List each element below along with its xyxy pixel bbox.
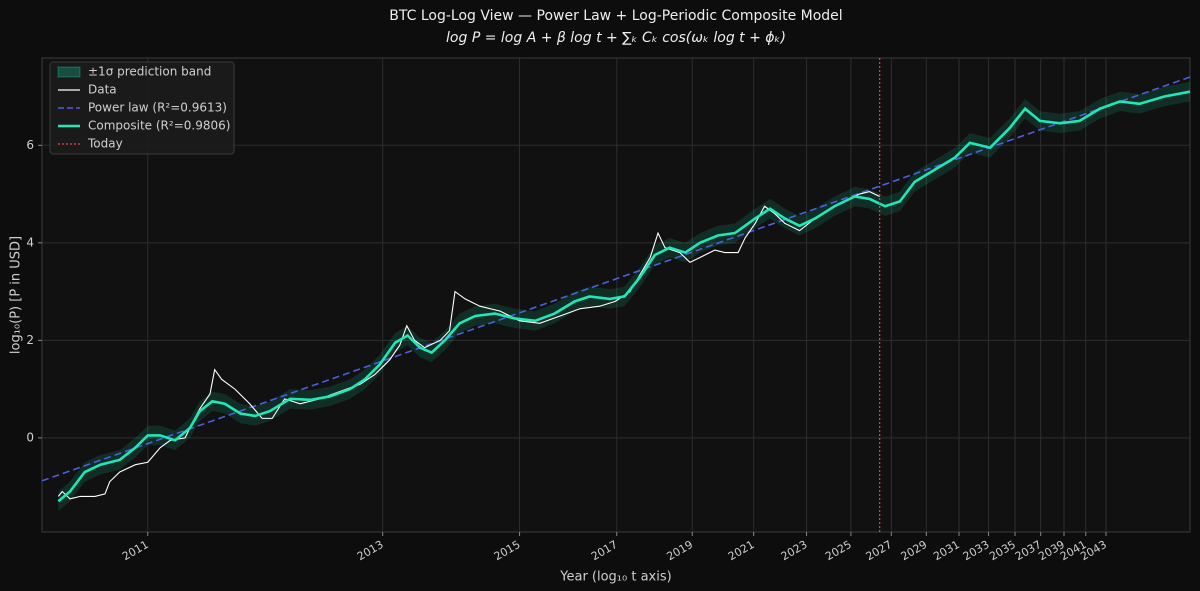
legend-label: Power law (R²=0.9613): [88, 101, 227, 115]
y-tick-label: 2: [26, 333, 34, 347]
legend-label: ±1σ prediction band: [88, 65, 211, 79]
legend-label: Composite (R²=0.9806): [88, 119, 230, 133]
y-axis-label: log₁₀(P) [P in USD]: [9, 236, 24, 354]
x-axis-label: Year (log₁₀ t axis): [559, 570, 671, 585]
chart-subtitle: log P = log A + β log t + ∑ₖ Cₖ cos(ωₖ l…: [446, 30, 786, 46]
series-line: [57, 90, 1190, 503]
legend-swatch: [57, 66, 81, 78]
legend-label: Today: [87, 137, 123, 151]
series-line: [42, 76, 1190, 482]
legend-box: [49, 61, 235, 155]
y-tick-label: 4: [26, 235, 34, 249]
chart-title: BTC Log-Log View — Power Law + Log-Perio…: [389, 8, 842, 24]
legend-label: Data: [88, 83, 117, 97]
y-tick-label: 0: [26, 430, 34, 444]
y-tick-label: 6: [26, 138, 34, 152]
